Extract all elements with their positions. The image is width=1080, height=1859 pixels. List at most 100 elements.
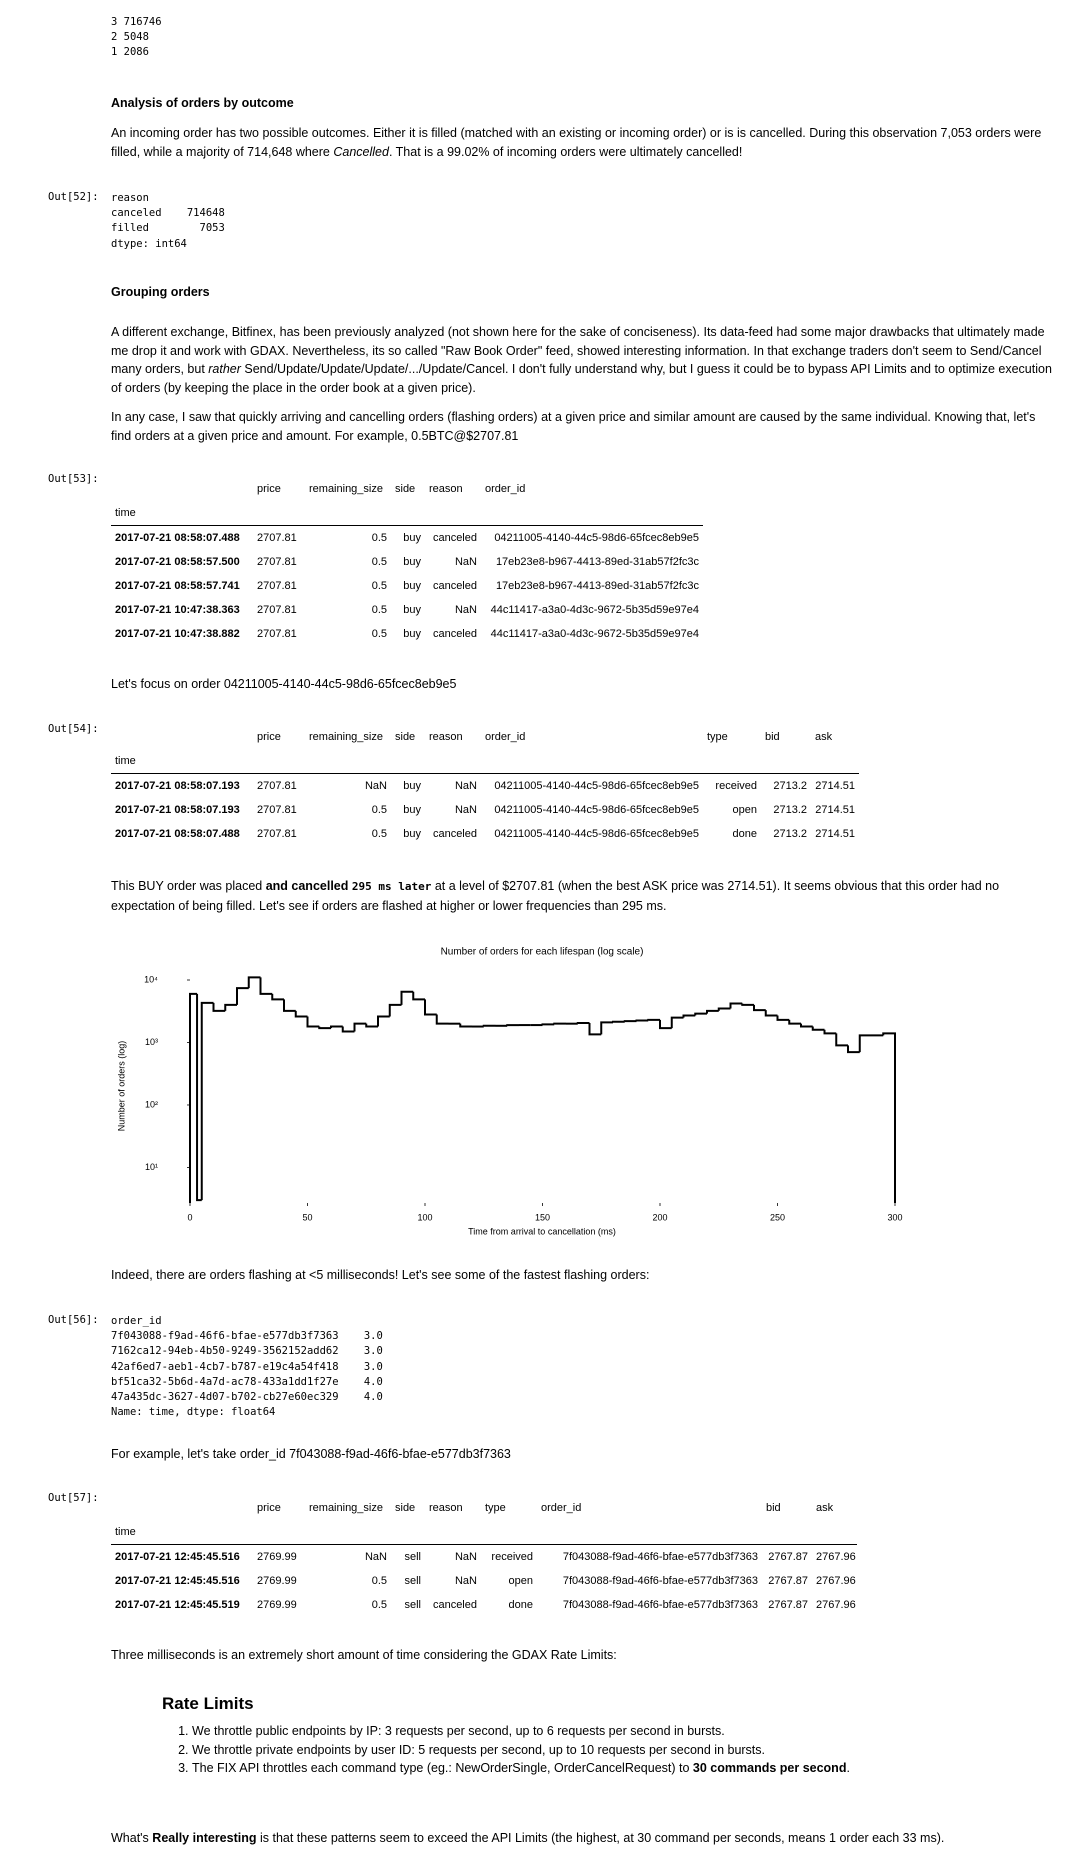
index-cell: 2017-07-21 12:45:45.519 [115, 1599, 240, 1611]
column-header: reason [429, 1502, 463, 1514]
index-cell: 2017-07-21 10:47:38.882 [115, 628, 240, 640]
x-tick-label: 300 [887, 1212, 902, 1222]
histogram-step [729, 1002, 743, 1009]
histogram-step [271, 993, 284, 1001]
table-cell: NaN [454, 604, 477, 616]
column-header: bid [765, 731, 780, 743]
header-cell [253, 1520, 305, 1545]
column-header: ask [816, 1502, 834, 1514]
histogram-step [776, 1015, 790, 1021]
table-cell: 2707.81 [257, 828, 297, 840]
out-prompt: Out[53]: [48, 473, 99, 485]
rate-list: We throttle public endpoints by IP: 3 re… [192, 1722, 1052, 1778]
text: What's [111, 1831, 153, 1845]
histogram-step [682, 1014, 696, 1018]
column-header: remaining_size [309, 1502, 383, 1514]
index-cell: 2017-07-21 08:58:57.741 [115, 580, 240, 592]
text: . [846, 1761, 850, 1775]
header-cell [305, 501, 391, 526]
y-tick-label: 10² [145, 1099, 158, 1109]
histogram-step [823, 1029, 837, 1035]
output-line: canceled 714648 [111, 207, 225, 220]
index-cell: 2017-07-21 10:47:38.363 [115, 604, 240, 616]
table-row: 2017-07-21 08:58:07.193 2707.81 0.5 buy NaN 0… [111, 798, 859, 822]
table-cell: 7f043088-f9ad-46f6-bfae-e577db3f7363 [562, 1551, 758, 1563]
table-cell: buy [403, 532, 421, 544]
output-line: 2 5048 [111, 31, 149, 44]
data-table: price remaining_size side reason type order_i… [111, 1496, 857, 1617]
text: . That is a 99.02% of incoming orders we… [388, 144, 743, 159]
column-header: remaining_size [309, 731, 383, 743]
column-header: order_id [485, 731, 526, 743]
column-header: side [395, 731, 416, 743]
x-tick-label: 0 [187, 1212, 192, 1222]
index-cell: 2017-07-21 12:45:45.516 [115, 1551, 240, 1563]
paragraph: An incoming order has two possible outco… [111, 124, 1053, 161]
histogram-step [435, 1014, 449, 1025]
heading: Grouping orders [111, 285, 210, 299]
text: 30 commands per second [692, 1761, 847, 1775]
text: is that these patterns seem to exceed th… [256, 1831, 945, 1845]
header-cell [811, 749, 859, 774]
table-cell: buy [403, 628, 421, 640]
column-header: ask [815, 731, 833, 743]
table-cell: NaN [364, 780, 387, 792]
header-cell [111, 1496, 253, 1520]
header-cell [812, 1520, 857, 1545]
header-cell [481, 749, 703, 774]
header-cell [481, 1520, 537, 1545]
paragraph: This BUY order was placed and cancelled … [111, 877, 1053, 915]
table-cell: buy [403, 804, 421, 816]
index-cell: 2017-07-21 08:58:57.500 [115, 556, 240, 568]
header-cell [537, 1520, 762, 1545]
histogram-step [706, 1009, 719, 1014]
header-cell [761, 749, 811, 774]
histogram-step [388, 1003, 402, 1017]
histogram-step [318, 1026, 331, 1030]
output-line: 1 2086 [111, 46, 149, 59]
table-cell: 2713.2 [773, 804, 807, 816]
y-tick-label: 10³ [145, 1037, 158, 1047]
table-cell: 2713.2 [773, 828, 807, 840]
column-header: type [485, 1502, 506, 1514]
histogram-step [459, 1023, 472, 1028]
table-row: 2017-07-21 08:58:07.488 2707.81 0.5 buy canc… [111, 526, 703, 551]
histogram-step [800, 1023, 813, 1028]
histogram-step [365, 1023, 378, 1028]
table-row: 2017-07-21 08:58:57.500 2707.81 0.5 buy NaN 1… [111, 550, 703, 574]
histogram-step [400, 990, 414, 1005]
column-header: reason [429, 731, 463, 743]
histogram-step [811, 1026, 825, 1031]
header-cell [305, 749, 391, 774]
table-cell: buy [403, 604, 421, 616]
histogram-step [247, 976, 261, 989]
table-row: 2017-07-21 08:58:07.193 2707.81 NaN buy NaN 0… [111, 774, 859, 799]
column-header: reason [429, 483, 463, 495]
output-text: 3 716746 2 5048 1 2086 [111, 15, 162, 61]
histogram-step [283, 999, 296, 1012]
index-cell: 2017-07-21 08:58:07.488 [115, 532, 240, 544]
data-table: price remaining_size side reason order_id typ… [111, 725, 859, 846]
table-row: 2017-07-21 10:47:38.882 2707.81 0.5 buy canc… [111, 622, 703, 646]
histogram-step [647, 1018, 660, 1021]
table-cell: 04211005-4140-44c5-98d6-65fcec8eb9e5 [494, 780, 699, 792]
histogram-step [196, 993, 202, 1202]
column-header: price [257, 1502, 281, 1514]
x-tick-label: 150 [535, 1212, 550, 1222]
table-cell: 44c11417-a3a0-4d3c-9672-5b35d59e97e4 [490, 604, 699, 616]
text: Cancelled [333, 144, 389, 159]
table-row: 2017-07-21 10:47:38.363 2707.81 0.5 buy NaN 4… [111, 598, 703, 622]
table-cell: NaN [364, 1551, 387, 1563]
index-name-row: time [111, 749, 859, 774]
header-cell [425, 749, 481, 774]
histogram-step [670, 1016, 684, 1029]
histogram-step [623, 1020, 637, 1023]
paragraph: Indeed, there are orders flashing at <5 … [111, 1268, 650, 1282]
y-tick-label: 10¹ [145, 1162, 158, 1172]
table-cell: 0.5 [371, 556, 387, 568]
index-name-row: time [111, 501, 703, 526]
out-prompt: Out[57]: [48, 1492, 99, 1504]
table-cell: 0.5 [371, 828, 387, 840]
header-row: price remaining_size side reason type order_i… [111, 1496, 857, 1520]
table-row: 2017-07-21 08:58:07.488 2707.81 0.5 buy canc… [111, 822, 859, 846]
